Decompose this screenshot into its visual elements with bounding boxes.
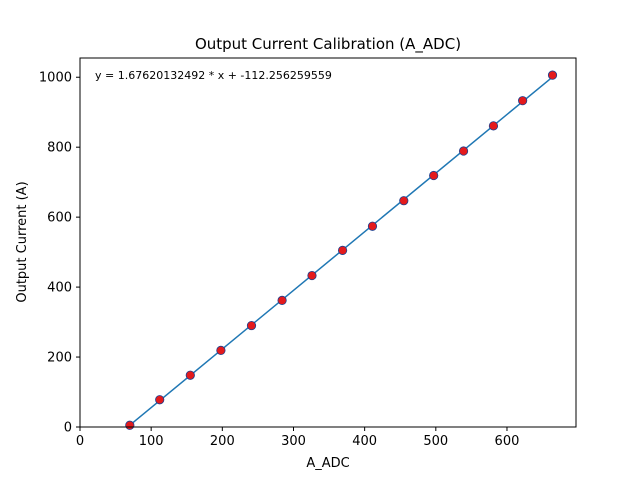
y-tick-label: 800 — [47, 141, 72, 156]
ticks-layer: 0 100 200 300 400 500 600 0 200 400 600 800 1000 — [39, 71, 519, 449]
y-tick-label: 1000 — [39, 71, 72, 86]
x-tick-label: 200 — [210, 434, 235, 449]
fit-equation-annotation: y = 1.67620132492 * x + -112.256259559 — [95, 69, 332, 82]
data-point — [307, 270, 317, 281]
data-point — [185, 370, 195, 380]
x-tick-label: 0 — [76, 434, 84, 449]
x-axis-label: A_ADC — [306, 456, 349, 471]
x-tick-label: 600 — [495, 434, 520, 449]
data-point — [125, 420, 135, 430]
chart-title: Output Current Calibration (A_ADC) — [195, 35, 461, 54]
y-tick-label: 200 — [47, 351, 72, 366]
data-point — [458, 146, 469, 156]
data-point — [399, 196, 409, 206]
data-point — [277, 295, 287, 305]
data-point — [429, 170, 439, 181]
x-tick-label: 300 — [281, 434, 306, 449]
x-tick-label: 500 — [423, 434, 448, 449]
data-point — [518, 96, 528, 106]
data-point — [216, 345, 226, 356]
data-point — [367, 221, 378, 231]
y-tick-label: 0 — [64, 421, 72, 436]
data-point — [246, 320, 257, 331]
x-tick-label: 100 — [139, 434, 164, 449]
data-points-layer — [125, 70, 558, 430]
axes-frame — [79, 57, 577, 428]
data-point — [337, 245, 348, 255]
data-point — [155, 395, 165, 405]
data-point — [488, 121, 499, 131]
x-tick-label: 400 — [352, 434, 377, 449]
data-point — [547, 70, 558, 80]
y-tick-label: 400 — [47, 281, 72, 296]
y-tick-label: 600 — [47, 211, 72, 226]
y-axis-label: Output Current (A) — [15, 181, 30, 302]
